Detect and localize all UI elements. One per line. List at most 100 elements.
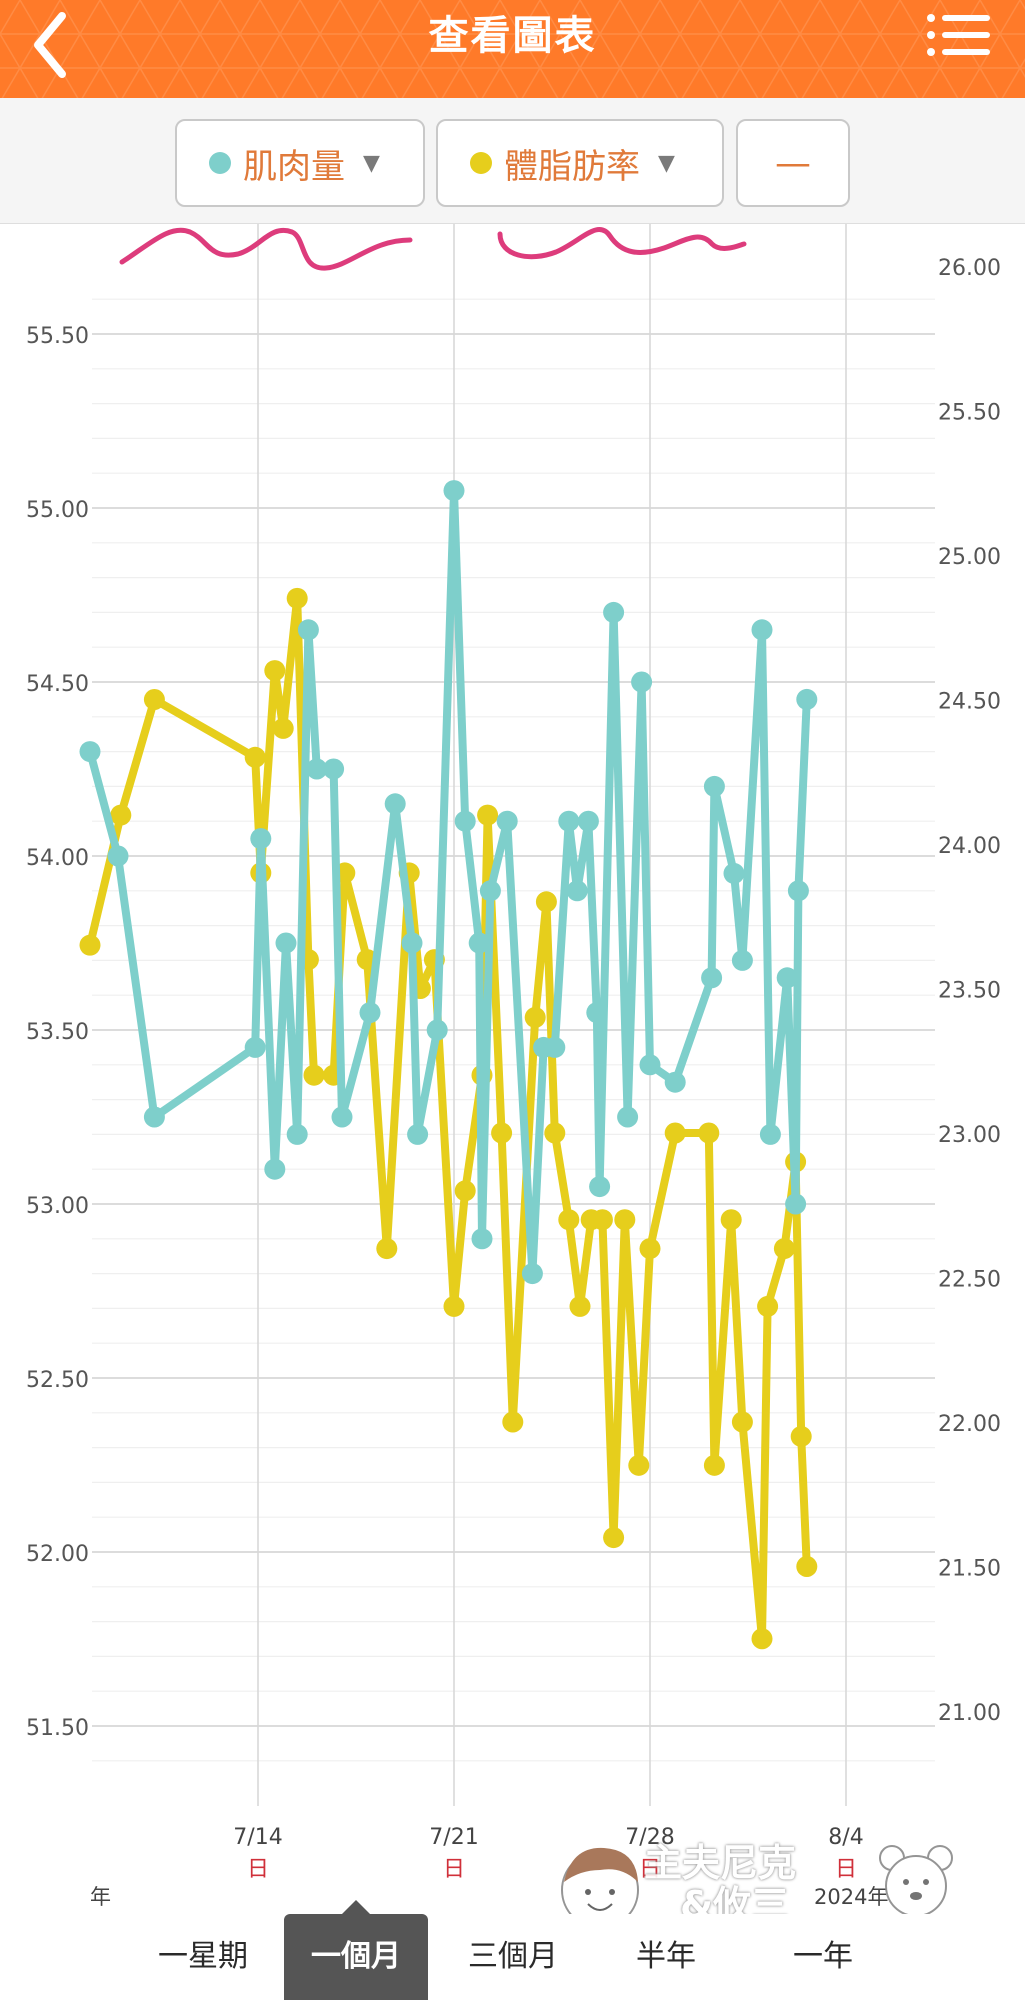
- muscle-color-dot: [209, 152, 231, 174]
- header-pattern-triangle: [1001, 66, 1025, 98]
- data-point: [723, 862, 745, 884]
- data-point: [591, 1209, 613, 1231]
- x-axis-date-label: 8/4: [828, 1825, 863, 1850]
- muscle-mass-selector[interactable]: 肌肉量 ▼: [175, 119, 425, 207]
- header-pattern-triangle: [778, 32, 822, 69]
- header-pattern-triangle: [598, 0, 642, 35]
- right-axis-tick-label: 24.00: [938, 834, 1001, 859]
- data-point: [496, 810, 518, 832]
- header-pattern-triangle: [358, 0, 402, 35]
- data-point: [614, 1209, 636, 1231]
- header-pattern-triangle: [398, 0, 442, 35]
- data-point: [664, 1071, 686, 1093]
- data-point: [244, 746, 266, 768]
- data-point: [577, 810, 599, 832]
- header-pattern-triangle: [978, 32, 1022, 69]
- right-axis-tick-label: 26.00: [938, 256, 1001, 281]
- data-point: [524, 1006, 546, 1028]
- left-axis-tick-label: 52.00: [26, 1542, 89, 1567]
- header-pattern-triangle: [161, 66, 199, 98]
- header-pattern-triangle: [401, 66, 439, 98]
- right-axis-tick-label: 25.50: [938, 401, 1001, 426]
- header-pattern-triangle: [678, 0, 722, 35]
- watermark-text: 主夫尼克 &攸三: [644, 1840, 796, 1927]
- tab-three-months[interactable]: 三個月: [468, 1939, 558, 1974]
- left-axis-tick-label: 51.50: [26, 1716, 89, 1741]
- data-point: [244, 1036, 266, 1058]
- header-pattern-triangle: [618, 32, 662, 69]
- data-point: [751, 619, 773, 641]
- data-point: [264, 1158, 286, 1180]
- header-pattern-triangle: [238, 0, 282, 35]
- header-pattern-triangle: [478, 0, 522, 35]
- data-point: [731, 949, 753, 971]
- data-point: [773, 1238, 795, 1260]
- header-pattern-triangle: [698, 32, 742, 69]
- header-pattern-triangle: [681, 66, 719, 98]
- header-pattern-triangle: [881, 66, 919, 98]
- right-axis-tick-label: 23.50: [938, 979, 1001, 1004]
- header-pattern-triangle: [438, 0, 482, 35]
- data-point: [250, 828, 272, 850]
- data-point: [776, 967, 798, 989]
- header-pattern-triangle: [1, 66, 39, 98]
- header-pattern-triangle: [658, 32, 702, 69]
- data-point: [79, 934, 101, 956]
- header-pattern-triangle: [558, 0, 602, 35]
- left-axis-tick-label: 54.00: [26, 846, 89, 871]
- header-pattern-triangle: [58, 32, 102, 69]
- data-point: [785, 1193, 807, 1215]
- tab-one-month[interactable]: 一個月: [284, 1914, 428, 2000]
- header-pattern-triangle: [561, 66, 599, 98]
- data-point: [306, 758, 328, 780]
- header-pattern-triangle: [641, 66, 679, 98]
- data-point: [586, 1002, 608, 1024]
- header-pattern-triangle: [201, 66, 239, 98]
- header-pattern-triangle: [718, 0, 762, 35]
- third-metric-selector[interactable]: —: [736, 119, 850, 207]
- data-point: [264, 660, 286, 682]
- x-axis-day-label: 日: [443, 1857, 465, 1882]
- data-point: [110, 804, 132, 826]
- tab-half-year[interactable]: 半年: [636, 1939, 696, 1974]
- header-pattern-triangle: [321, 66, 359, 98]
- header-pattern-triangle: [481, 66, 519, 98]
- data-point: [454, 1180, 476, 1202]
- bear-face-icon: [879, 1845, 953, 1917]
- back-chevron-icon[interactable]: [26, 10, 86, 80]
- data-point: [454, 810, 476, 832]
- header-pattern-triangle: [0, 32, 22, 69]
- data-point: [639, 1238, 661, 1260]
- data-point: [703, 1454, 725, 1476]
- data-point: [603, 1527, 625, 1549]
- header-pattern-triangle: [458, 32, 502, 69]
- body-fat-selector[interactable]: 體脂肪率 ▼: [436, 119, 724, 207]
- header-pattern-triangle: [198, 0, 242, 35]
- data-point: [558, 810, 580, 832]
- x-axis-date-label: 7/14: [233, 1825, 282, 1850]
- data-point: [443, 1295, 465, 1317]
- page-title: 查看圖表: [428, 13, 597, 59]
- data-point: [603, 601, 625, 623]
- header-pattern-triangle: [0, 0, 42, 35]
- header-pattern-triangle: [378, 32, 422, 69]
- x-axis-date-label: 7/21: [429, 1825, 478, 1850]
- data-point: [544, 1122, 566, 1144]
- data-point: [787, 880, 809, 902]
- header-pattern-triangle: [278, 0, 322, 35]
- header-pattern-triangle: [218, 32, 262, 69]
- fat-selector-label: 體脂肪率: [504, 146, 640, 187]
- data-point: [426, 1019, 448, 1041]
- tab-one-week[interactable]: 一星期: [158, 1939, 248, 1974]
- data-point: [535, 891, 557, 913]
- data-point: [384, 793, 406, 815]
- header-pattern-triangle: [538, 32, 582, 69]
- data-point: [286, 587, 308, 609]
- header-pattern-triangle: [258, 32, 302, 69]
- header-pattern-triangle: [441, 66, 479, 98]
- list-menu-icon[interactable]: [926, 12, 992, 58]
- header-pattern-triangle: [638, 0, 682, 35]
- header-pattern-triangle: [961, 66, 999, 98]
- tab-one-year[interactable]: 一年: [793, 1939, 853, 1974]
- data-point: [407, 1123, 429, 1145]
